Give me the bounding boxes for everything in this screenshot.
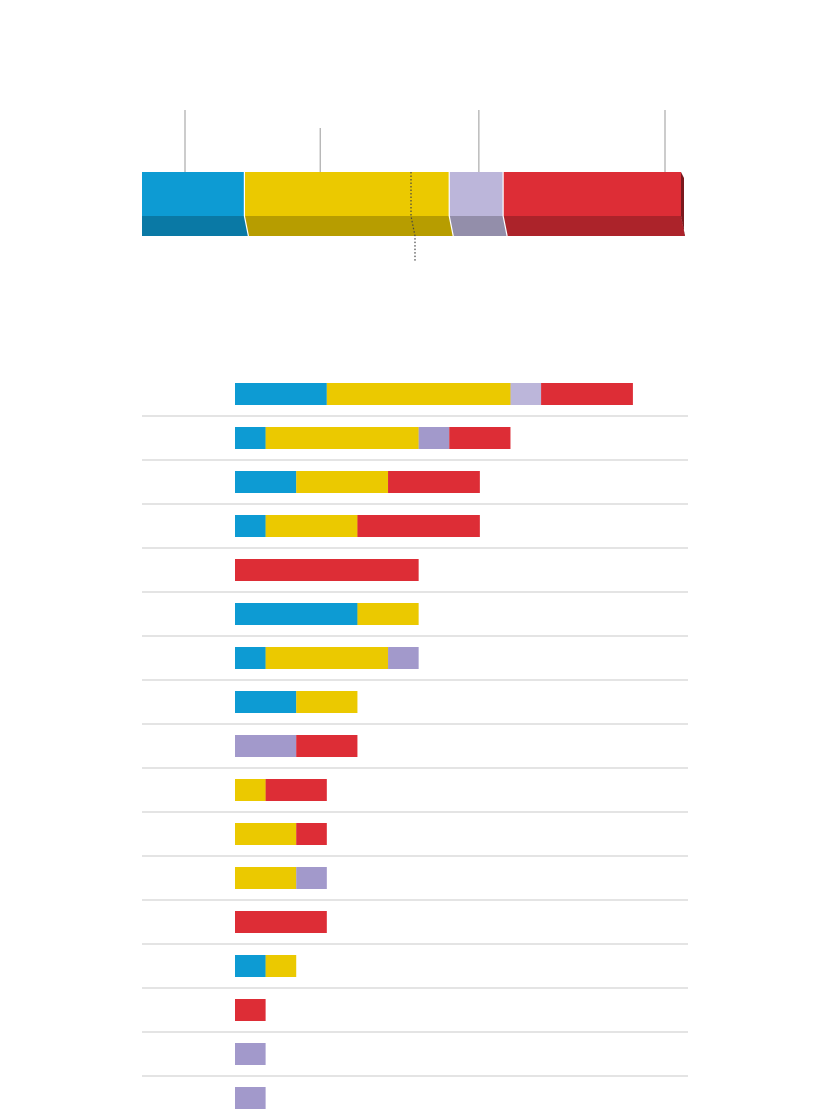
bar-row-11-seg-lavender: [296, 867, 327, 889]
summary-segment-base-3: [503, 216, 685, 236]
bar-row-13-seg-blue: [235, 955, 266, 977]
bar-row-9-seg-red: [265, 779, 327, 801]
summary-side-face: [681, 172, 685, 236]
bar-row-1-seg-red: [449, 427, 511, 449]
bar-row-16-seg-lavender: [235, 1087, 266, 1109]
bar-row-2-seg-red: [388, 471, 480, 493]
bar-row-5-seg-blue: [235, 603, 358, 625]
summary-segment-base-0: [142, 216, 249, 236]
bar-row-4-seg-red: [235, 559, 419, 581]
summary-separator-1: [243, 172, 249, 237]
bar-row-11-seg-yellow: [235, 867, 297, 889]
summary-separator-2: [448, 172, 454, 237]
summary-segment-2: [449, 172, 504, 216]
breakdown-stacked-bars: [142, 383, 688, 1109]
summary-separator-3: [502, 172, 508, 237]
bar-row-0-seg-red: [541, 383, 633, 405]
bar-row-1-seg-lavender: [418, 427, 450, 449]
bar-row-13-seg-yellow: [265, 955, 297, 977]
summary-reference-line: [410, 172, 416, 262]
summary-segment-base-2: [449, 216, 508, 236]
bar-row-0-seg-blue: [235, 383, 327, 405]
bar-row-6-seg-yellow: [265, 647, 389, 669]
summary-stacked-bar: [142, 110, 685, 262]
bar-row-6-seg-lavender: [388, 647, 419, 669]
bar-row-8-seg-red: [296, 735, 358, 757]
bar-row-2-seg-yellow: [296, 471, 389, 493]
bar-row-0-seg-lavender: [510, 383, 542, 405]
bar-row-7-seg-yellow: [296, 691, 358, 713]
bar-row-15-seg-lavender: [235, 1043, 266, 1065]
summary-segment-base-1: [244, 216, 454, 236]
summary-segment-3: [503, 172, 681, 216]
bar-row-5-seg-yellow: [357, 603, 419, 625]
bar-row-3-seg-yellow: [265, 515, 358, 537]
bar-row-3-seg-red: [357, 515, 480, 537]
bar-row-6-seg-blue: [235, 647, 266, 669]
bar-row-12-seg-red: [235, 911, 327, 933]
bar-row-14-seg-red: [235, 999, 266, 1021]
bar-row-1-seg-yellow: [265, 427, 419, 449]
bar-row-3-seg-blue: [235, 515, 266, 537]
summary-segment-0: [142, 172, 245, 216]
bar-row-1-seg-blue: [235, 427, 266, 449]
bar-row-2-seg-blue: [235, 471, 297, 493]
bar-row-10-seg-red: [296, 823, 327, 845]
bar-row-10-seg-yellow: [235, 823, 297, 845]
bar-row-0-seg-yellow: [326, 383, 511, 405]
bar-row-8-seg-lavender: [235, 735, 297, 757]
summary-segment-1: [244, 172, 450, 216]
bar-row-9-seg-yellow: [235, 779, 266, 801]
bar-row-7-seg-blue: [235, 691, 297, 713]
